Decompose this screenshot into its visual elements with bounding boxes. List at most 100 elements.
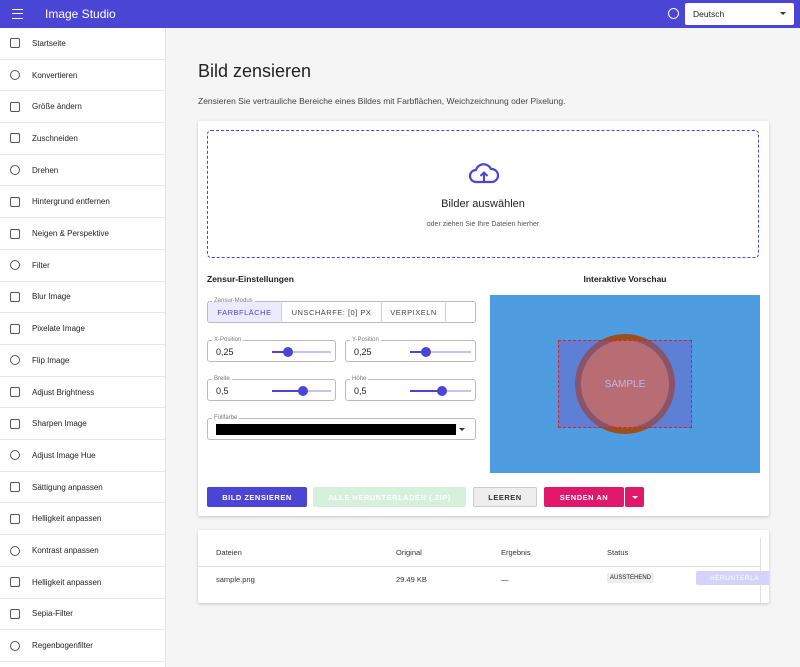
field-label: Y-Position — [350, 337, 381, 343]
sidebar-item[interactable]: Kontrast anpassen — [0, 535, 166, 567]
sidebar-icon — [10, 355, 20, 366]
number-field: Höhe 0,5 — [345, 376, 476, 401]
sidebar-label: Sharpen Image — [32, 419, 87, 429]
sidebar-item[interactable]: Sättigung anpassen — [0, 472, 166, 504]
slider-fill — [410, 390, 441, 392]
column-header: Dateien — [216, 548, 242, 557]
mode-button[interactable]: FARBFLÄCHE — [208, 302, 281, 322]
sidebar-label: Flip Image — [32, 355, 70, 365]
sidebar-item[interactable]: Hintergrund entfernen — [0, 187, 166, 219]
sidebar-icon — [10, 228, 20, 239]
page-title: Bild zensieren — [198, 61, 312, 81]
preview-title: Interaktive Vorschau — [583, 274, 667, 284]
sidebar-item[interactable]: Regenbogenfilter — [0, 630, 166, 662]
row-divider — [198, 566, 760, 567]
sidebar-item[interactable]: Zuschneiden — [0, 123, 166, 155]
column-header: Ergebnis — [501, 548, 531, 557]
dropdown-arrow — [780, 12, 786, 18]
sidebar-icon — [10, 418, 20, 429]
send-button[interactable]: SENDEN AN — [544, 487, 624, 507]
app-title: Image Studio — [45, 7, 116, 21]
menu-button[interactable] — [12, 9, 23, 19]
sidebar-icon — [10, 387, 20, 398]
send-menu-button[interactable] — [625, 487, 644, 507]
field-value[interactable]: 0,25 — [216, 347, 234, 357]
censor-region[interactable] — [558, 340, 692, 428]
sidebar-label: Konvertieren — [32, 70, 78, 80]
field-value[interactable]: 0,5 — [354, 386, 367, 396]
page-description: Zensieren Sie vertrauliche Bereiche eine… — [198, 96, 566, 106]
dropzone-hint: oder ziehen Sie Ihre Dateien hierher — [426, 221, 540, 228]
sidebar-item[interactable]: Sharpen Image — [0, 408, 166, 441]
sidebar-label: Regenbogenfilter — [32, 641, 93, 651]
mode-button[interactable]: UNSCHÄRFE: [0] PX — [281, 302, 381, 322]
download-all-button[interactable]: ALLE HERUNTERLADEN (.ZIP) — [313, 487, 466, 507]
sidebar-item[interactable]: Startseite — [0, 28, 166, 60]
sidebar-icon — [10, 165, 20, 176]
sidebar-icon — [10, 38, 20, 49]
sidebar-icon — [10, 260, 20, 271]
mode-label: Zensur-Modus — [212, 298, 255, 304]
sidebar-label: Neigen & Perspektive — [32, 229, 109, 239]
censor-button[interactable]: BILD ZENSIEREN — [207, 487, 307, 507]
language-value: Deutsch — [693, 9, 725, 19]
clear-label: LEEREN — [488, 492, 522, 502]
slider-thumb[interactable] — [282, 347, 293, 357]
field-value[interactable]: 0,5 — [216, 386, 229, 396]
sidebar-icon — [10, 70, 20, 81]
column-header: Status — [607, 548, 629, 557]
slider-thumb[interactable] — [421, 347, 432, 357]
slider-track[interactable] — [272, 351, 331, 353]
clear-button[interactable]: LEEREN — [473, 487, 537, 507]
files-table: Dateien Original Ergebnis Status sample.png 2… — [198, 530, 769, 603]
sidebar-item[interactable]: Größe ändern — [0, 91, 166, 124]
top-bar: Image Studio Deutsch — [0, 0, 800, 28]
preview-canvas: SAMPLE — [490, 295, 760, 473]
slider-thumb[interactable] — [297, 386, 308, 396]
sidebar-icon — [10, 196, 20, 207]
dropdown-arrow — [459, 428, 465, 434]
sidebar-icon — [10, 545, 20, 556]
sidebar-item[interactable]: Blur Image — [0, 282, 166, 314]
field-value[interactable]: 0,25 — [354, 347, 372, 357]
sidebar-item[interactable]: Pixelate Image — [0, 313, 166, 345]
sidebar-item[interactable]: Filter — [0, 250, 166, 282]
sidebar-label: Sepia-Filter — [32, 609, 73, 619]
number-field: Y-Position 0,25 — [345, 337, 476, 362]
download-button[interactable]: HERUNTERLA — [696, 571, 769, 585]
sidebar-label: Adjust Brightness — [32, 387, 95, 397]
sidebar-item[interactable]: Sepia-Filter — [0, 599, 166, 631]
dropzone[interactable]: Bilder auswählen oder ziehen Sie Ihre Da… — [207, 130, 759, 258]
sidebar-icon — [10, 513, 20, 524]
sidebar-icon — [10, 482, 20, 493]
sidebar-icon — [10, 101, 20, 112]
sidebar-item[interactable]: Neigen & Perspektive — [0, 218, 166, 250]
sidebar-label: Sättigung anpassen — [32, 482, 103, 492]
sidebar-icon — [10, 640, 20, 651]
language-select[interactable]: Deutsch — [685, 3, 794, 25]
sidebar-item[interactable]: Helligkeit anpassen — [0, 567, 166, 599]
sidebar-item[interactable]: Konvertieren — [0, 60, 166, 92]
scroll-edge — [760, 538, 761, 603]
slider-track[interactable] — [410, 351, 471, 353]
sidebar-item[interactable]: Drehen — [0, 155, 166, 187]
sidebar-item[interactable]: Flip Image — [0, 345, 166, 377]
original-size: 29.49 KB — [396, 575, 427, 584]
sidebar-icon — [10, 577, 20, 588]
mode-button[interactable]: VERPIXELN — [381, 302, 446, 322]
sidebar-label: Blur Image — [32, 292, 71, 302]
sidebar-label: Pixelate Image — [32, 324, 85, 334]
sidebar-label: Filter — [32, 260, 50, 270]
fill-color-select[interactable]: Füllfarbe — [207, 415, 476, 440]
slider-fill — [410, 351, 426, 353]
download-label: HERUNTERLA — [710, 574, 760, 582]
sidebar-icon — [10, 323, 20, 334]
dropzone-title: Bilder auswählen — [441, 198, 525, 210]
sidebar: Startseite Konvertieren Größe ändern Zuschn… — [0, 28, 166, 667]
status-chip: AUSSTEHEND — [607, 573, 655, 583]
slider-thumb[interactable] — [436, 386, 447, 396]
sidebar-item[interactable]: Helligkeit anpassen — [0, 504, 166, 536]
sidebar-item[interactable]: Adjust Brightness — [0, 377, 166, 409]
sidebar-item[interactable]: Adjust Image Hue — [0, 440, 166, 472]
